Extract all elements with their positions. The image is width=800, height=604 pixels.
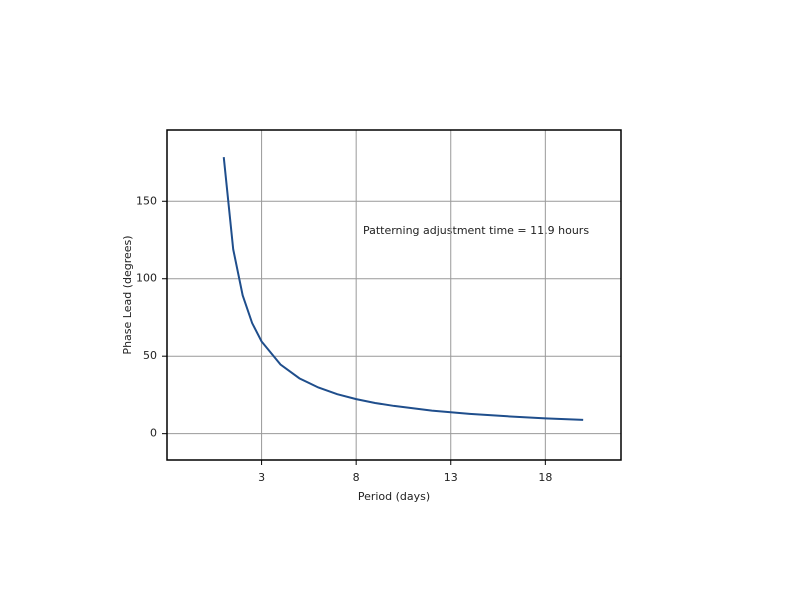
annotation: Patterning adjustment time = 11.9 hours	[363, 224, 589, 237]
y-tick-label: 50	[143, 349, 157, 362]
data-line	[222, 157, 584, 421]
x-tick-label: 8	[353, 471, 360, 484]
y-tick-label: 100	[136, 272, 157, 285]
x-tick-label: 13	[444, 471, 458, 484]
x-tick-label: 18	[538, 471, 552, 484]
x-tick-label: 3	[258, 471, 265, 484]
y-tick-label: 150	[136, 194, 157, 207]
x-axis-label: Period (days)	[358, 490, 430, 503]
plot-frame	[166, 129, 622, 461]
y-axis-label: Phase Lead (degrees)	[121, 235, 134, 354]
y-tick-label: 0	[150, 427, 157, 440]
